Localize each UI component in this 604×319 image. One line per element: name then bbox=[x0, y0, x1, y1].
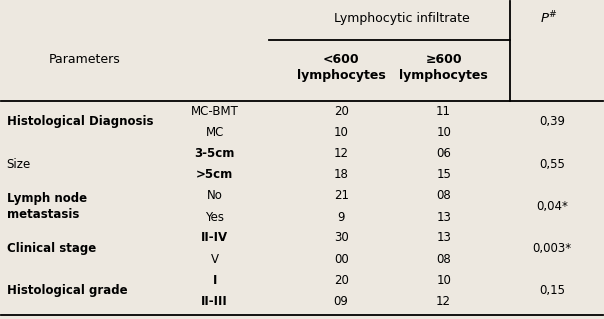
Text: Lymphocytic infiltrate: Lymphocytic infiltrate bbox=[333, 12, 469, 25]
Text: MC: MC bbox=[205, 126, 224, 139]
Text: I: I bbox=[213, 273, 217, 286]
Text: II-IV: II-IV bbox=[201, 231, 228, 244]
Text: No: No bbox=[207, 189, 222, 202]
Text: Histological Diagnosis: Histological Diagnosis bbox=[7, 115, 153, 128]
Text: 30: 30 bbox=[334, 231, 349, 244]
Text: Size: Size bbox=[7, 158, 31, 171]
Text: V: V bbox=[211, 253, 219, 266]
Text: $\it{P}^{\#}$: $\it{P}^{\#}$ bbox=[540, 10, 558, 26]
Text: ≥600
lymphocytes: ≥600 lymphocytes bbox=[399, 53, 488, 82]
Text: 10: 10 bbox=[334, 126, 349, 139]
Text: II-III: II-III bbox=[201, 295, 228, 308]
Text: 3-5cm: 3-5cm bbox=[194, 147, 235, 160]
Text: 0,15: 0,15 bbox=[539, 284, 565, 297]
Text: 0,55: 0,55 bbox=[539, 158, 565, 171]
Text: 00: 00 bbox=[334, 253, 349, 266]
Text: 10: 10 bbox=[436, 126, 451, 139]
Text: 18: 18 bbox=[334, 168, 349, 182]
Text: 06: 06 bbox=[436, 147, 451, 160]
Text: 20: 20 bbox=[334, 105, 349, 118]
Text: MC-BMT: MC-BMT bbox=[191, 105, 239, 118]
Text: 13: 13 bbox=[436, 211, 451, 224]
Text: 08: 08 bbox=[436, 189, 451, 202]
Text: 09: 09 bbox=[334, 295, 349, 308]
Text: 0,04*: 0,04* bbox=[536, 200, 568, 213]
Text: <600
lymphocytes: <600 lymphocytes bbox=[297, 53, 385, 82]
Text: Parameters: Parameters bbox=[49, 53, 121, 66]
Text: Histological grade: Histological grade bbox=[7, 284, 127, 297]
Text: Lymph node
metastasis: Lymph node metastasis bbox=[7, 192, 87, 221]
Text: >5cm: >5cm bbox=[196, 168, 233, 182]
Text: 20: 20 bbox=[334, 273, 349, 286]
Text: 11: 11 bbox=[436, 105, 451, 118]
Text: 12: 12 bbox=[333, 147, 349, 160]
Text: Clinical stage: Clinical stage bbox=[7, 242, 96, 255]
Text: 0,39: 0,39 bbox=[539, 115, 565, 128]
Text: 15: 15 bbox=[436, 168, 451, 182]
Text: 21: 21 bbox=[333, 189, 349, 202]
Text: 08: 08 bbox=[436, 253, 451, 266]
Text: 10: 10 bbox=[436, 273, 451, 286]
Text: Yes: Yes bbox=[205, 211, 224, 224]
Text: 9: 9 bbox=[338, 211, 345, 224]
Text: 12: 12 bbox=[436, 295, 451, 308]
Text: 13: 13 bbox=[436, 231, 451, 244]
Text: 0,003*: 0,003* bbox=[533, 242, 571, 255]
